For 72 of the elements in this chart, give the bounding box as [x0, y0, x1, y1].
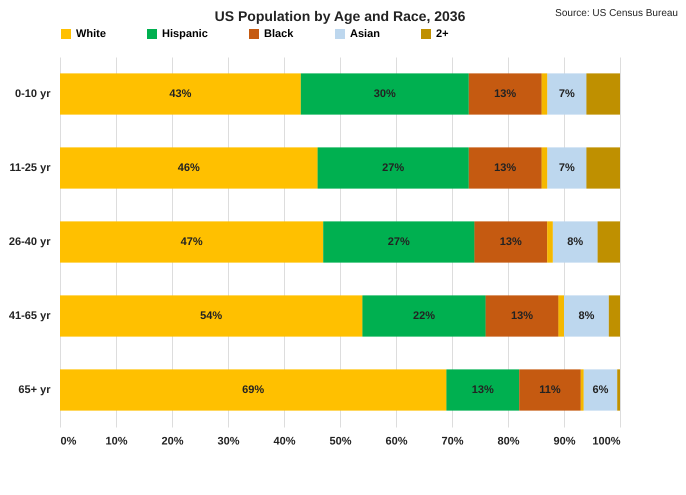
source-note: Source: US Census Bureau	[555, 8, 678, 19]
data-label: 7%	[558, 88, 575, 100]
bar	[446, 369, 520, 411]
bar	[598, 221, 620, 263]
x-tick-label: 100%	[592, 436, 621, 448]
bar	[468, 147, 542, 189]
data-label: 7%	[558, 162, 575, 174]
data-label: 13%	[500, 236, 522, 248]
bar	[542, 73, 548, 115]
bar	[323, 221, 474, 263]
data-label: 11%	[539, 384, 561, 396]
legend-label: 2+	[436, 28, 449, 40]
bar	[474, 221, 548, 263]
y-tick-label: 26-40 yr	[8, 236, 52, 248]
x-tick-label: 30%	[217, 436, 240, 448]
data-label: 6%	[592, 384, 609, 396]
bar	[486, 295, 558, 337]
x-tick-label: 50%	[329, 436, 352, 448]
legend-label: White	[76, 28, 106, 40]
x-tick-label: 0%	[60, 436, 77, 448]
data-label: 54%	[200, 310, 222, 322]
legend-label: Black	[264, 28, 294, 40]
bar	[586, 147, 620, 189]
x-tick-label: 20%	[161, 436, 184, 448]
data-label: 13%	[472, 384, 494, 396]
x-tick-label: 40%	[273, 436, 296, 448]
data-label: 69%	[242, 384, 264, 396]
x-tick-label: 80%	[497, 436, 520, 448]
bar	[584, 369, 618, 411]
x-tick-label: 70%	[441, 436, 464, 448]
data-label: 47%	[180, 236, 203, 248]
bar	[558, 295, 564, 337]
data-label: 43%	[169, 88, 192, 100]
bar	[547, 73, 586, 115]
bar	[547, 147, 586, 189]
data-label: 30%	[374, 88, 396, 100]
legend-label: Asian	[350, 28, 380, 40]
legend-label: Hispanic	[162, 28, 208, 40]
data-label: 8%	[567, 236, 584, 248]
bar	[60, 221, 324, 263]
data-label: 13%	[510, 310, 534, 322]
bar	[608, 295, 620, 337]
x-tick-label: 90%	[553, 436, 576, 448]
y-tick-label: 0-10 yr	[15, 88, 52, 100]
chart-title: US Population by Age and Race, 2036	[214, 8, 466, 24]
bar	[552, 221, 598, 263]
y-tick-label: 11-25 yr	[10, 162, 52, 174]
bar	[60, 369, 446, 411]
bar	[362, 295, 486, 337]
bar	[318, 147, 469, 189]
bar	[617, 369, 620, 411]
y-tick-label: 65+ yr	[18, 384, 52, 396]
data-label: 13%	[494, 162, 516, 174]
bar	[300, 73, 469, 115]
x-tick-label: 60%	[385, 436, 408, 448]
y-tick-label: 41-65 yr	[8, 310, 52, 322]
data-label: 27%	[382, 162, 404, 174]
bar	[542, 147, 548, 189]
data-label: 27%	[388, 236, 410, 248]
bar	[60, 73, 301, 115]
data-label: 46%	[178, 162, 200, 174]
bar	[547, 221, 553, 263]
bar	[519, 369, 581, 411]
data-label: 8%	[578, 310, 595, 322]
bar	[60, 147, 318, 189]
x-tick-label: 10%	[105, 436, 128, 448]
bar	[586, 73, 620, 115]
bar	[564, 295, 609, 337]
bar	[60, 295, 362, 337]
bar	[468, 73, 542, 115]
data-label: 22%	[412, 310, 436, 322]
data-label: 13%	[494, 88, 516, 100]
